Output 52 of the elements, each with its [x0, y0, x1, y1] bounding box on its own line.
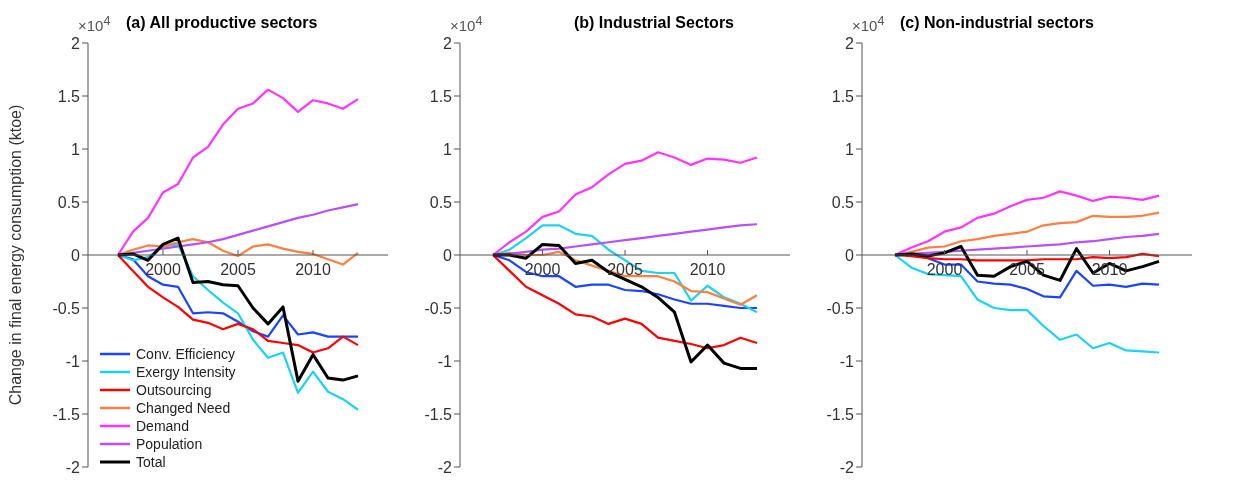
legend-label: Outsourcing: [136, 381, 212, 400]
y-tick-label: -1: [65, 352, 81, 370]
x-tick-label: 2010: [295, 261, 331, 278]
y-tick-label: 2: [71, 34, 81, 52]
legend-label: Changed Need: [136, 399, 231, 418]
chart-title: (c) Non-industrial sectors: [900, 14, 1095, 32]
y-tick-label: 1: [71, 140, 81, 158]
x-tick-label: 2000: [145, 261, 181, 278]
y-tick-label: -1.5: [52, 405, 81, 423]
line-series: [116, 236, 360, 383]
y-tick-label: -0.5: [826, 299, 855, 317]
y-axis-title: Change in final energy consumption (ktoe): [6, 104, 24, 406]
x-tick-label: 2000: [524, 261, 561, 278]
legend-label: Population: [136, 435, 203, 454]
y-tick-label: 0: [71, 246, 81, 264]
y-tick-label: 1.5: [429, 87, 453, 105]
legend-label: Total: [136, 453, 166, 472]
line-series: [491, 151, 759, 257]
y-tick-label: 1.5: [831, 87, 855, 105]
y-tick-label: 2: [443, 34, 453, 52]
y-tick-label: -2: [437, 458, 453, 476]
text: ×10$^{4}$: [852, 14, 885, 34]
legend-label: Demand: [136, 417, 189, 436]
y-tick-label: 1.5: [57, 87, 81, 105]
y-tick-label: -2: [839, 458, 855, 476]
x-tick-label: 2010: [689, 261, 726, 278]
line-series: [893, 245, 1161, 282]
line-series: [491, 242, 759, 370]
chart-title: (a) All productive sectors: [126, 14, 319, 32]
y-tick-label: -1.5: [424, 405, 453, 423]
y-tick-label: 1: [845, 140, 855, 158]
y-tick-label: 0.5: [831, 193, 855, 211]
text: ×10$^{4}$: [450, 14, 483, 34]
y-tick-label: -0.5: [52, 299, 81, 317]
y-tick-label: 1: [443, 140, 453, 158]
y-tick-label: -1: [839, 352, 855, 370]
y-tick-label: 2: [845, 34, 855, 52]
chart-title: (b) Industrial Sectors: [573, 14, 735, 32]
y-tick-label: -1.5: [826, 405, 855, 423]
text: ×10$^{4}$: [78, 14, 111, 34]
x-tick-label: 2000: [926, 261, 963, 278]
legend-label: Exergy Intensity: [136, 363, 236, 382]
y-tick-label: -2: [65, 458, 81, 476]
y-tick-label: 0.5: [57, 193, 81, 211]
y-tick-label: -1: [437, 352, 453, 370]
y-tick-label: -0.5: [424, 299, 453, 317]
legend-label: Conv. Efficiency: [136, 345, 236, 364]
y-tick-label: 0: [443, 246, 453, 264]
y-tick-label: 0: [845, 246, 855, 264]
x-tick-label: 2005: [220, 261, 256, 278]
line-series: [893, 253, 1161, 354]
y-tick-label: 0.5: [429, 193, 453, 211]
